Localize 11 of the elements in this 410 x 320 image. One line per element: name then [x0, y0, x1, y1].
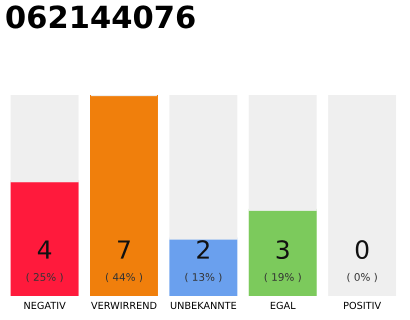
data-label: 2 ( 13% ) [185, 240, 222, 282]
x-tick-label: POSITIV [344, 302, 382, 310]
data-label: 3 ( 19% ) [264, 240, 301, 282]
x-tick-label: NEGATIV [24, 302, 66, 310]
data-label: 4 ( 25% ) [26, 240, 63, 282]
chart-title: 062144076 [6, 5, 195, 28]
x-tick-label: EGAL [270, 302, 296, 310]
x-tick-label: VERWIRREND [91, 302, 156, 309]
x-tick-label: UNBEKANNTE [170, 302, 236, 310]
data-label: 0 ( 0% ) [347, 240, 377, 282]
data-label: 7 ( 44% ) [106, 240, 142, 282]
